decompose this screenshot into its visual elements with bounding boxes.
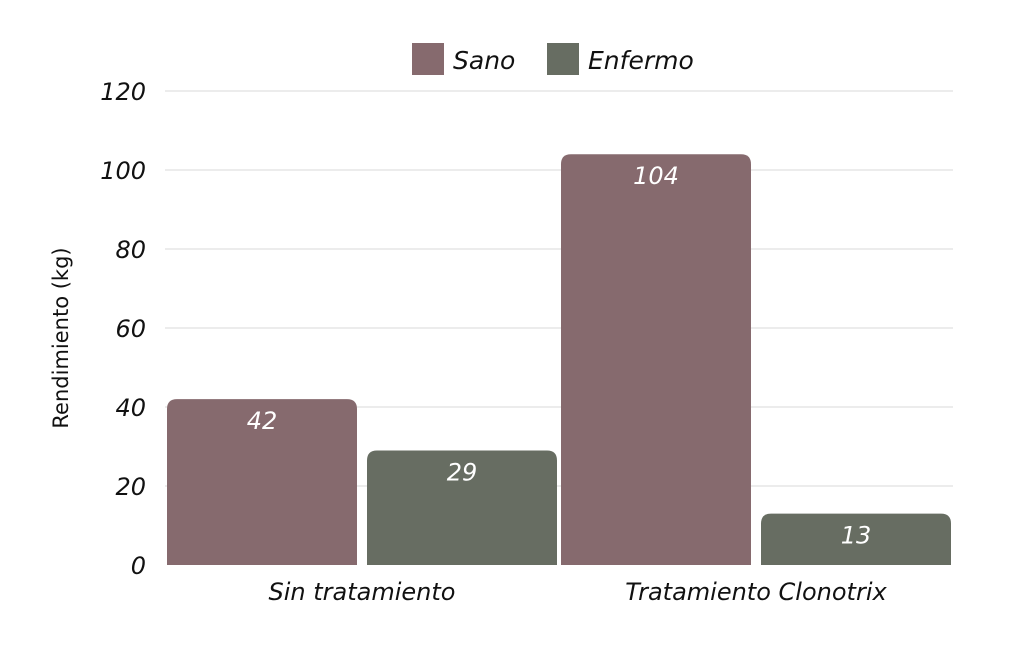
bar-sano-sin-tratamiento [167,399,357,565]
legend-label-enfermo: Enfermo [588,46,694,75]
legend-swatch-sano [412,43,444,75]
data-label-sano-tratamiento-clonotrix: 104 [633,162,679,190]
x-category-label-tratamiento-clonotrix: Tratamiento Clonotrix [625,578,887,606]
bar-enfermo-tratamiento-clonotrix [761,513,951,565]
y-tick-label-20: 20 [115,473,146,501]
x-axis-categories: Sin tratamiento Tratamiento Clonotrix [269,578,888,606]
y-axis-label: Rendimiento (kg) [49,247,73,428]
y-tick-label-40: 40 [115,394,146,422]
legend: Sano Enfermo [412,43,694,75]
data-label-enfermo-tratamiento-clonotrix: 13 [841,522,872,550]
data-label-enfermo-sin-tratamiento: 29 [447,458,478,486]
bar-sano-tratamiento-clonotrix [561,154,751,565]
data-labels: 42 29 104 13 [247,162,872,549]
x-category-label-sin-tratamiento: Sin tratamiento [269,578,456,606]
legend-label-sano: Sano [453,46,515,75]
bars [167,154,951,565]
y-tick-label-80: 80 [115,236,146,264]
legend-swatch-enfermo [547,43,579,75]
y-tick-label-0: 0 [131,552,146,580]
y-axis-ticks: 0 20 40 60 80 100 120 [100,78,146,580]
bar-enfermo-sin-tratamiento [367,450,557,565]
y-tick-label-120: 120 [100,78,146,106]
y-tick-label-60: 60 [115,315,146,343]
data-label-sano-sin-tratamiento: 42 [247,407,278,435]
y-tick-label-100: 100 [100,157,146,185]
